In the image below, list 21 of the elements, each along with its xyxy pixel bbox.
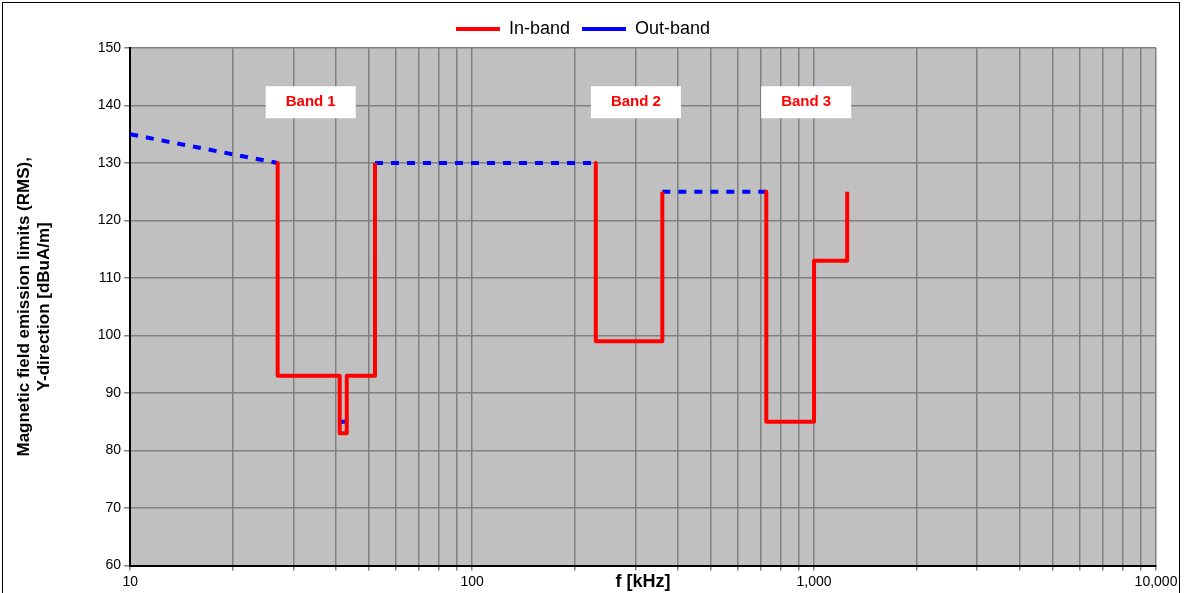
x-axis-title: f [kHz] bbox=[615, 571, 671, 592]
y-tick-label: 90 bbox=[105, 383, 122, 400]
y-tick-label: 130 bbox=[97, 153, 122, 170]
annotation: Band 1 bbox=[285, 92, 336, 110]
y-tick-label: 80 bbox=[105, 441, 122, 458]
y-tick-label: 120 bbox=[97, 211, 122, 228]
y-tick-label: 60 bbox=[105, 556, 122, 573]
x-tick-label: 10,000 bbox=[1134, 572, 1178, 589]
y-tick-label: 100 bbox=[97, 326, 122, 343]
legend-label: In-band bbox=[508, 17, 571, 38]
y-tick-label: 110 bbox=[98, 268, 122, 285]
y-tick-label: 150 bbox=[97, 38, 122, 55]
y-tick-label: 140 bbox=[97, 96, 122, 113]
x-tick-label: 100 bbox=[460, 572, 484, 589]
y-tick-label: 70 bbox=[105, 498, 122, 515]
x-tick-label: 1,000 bbox=[796, 572, 832, 589]
annotation: Band 2 bbox=[610, 92, 661, 110]
legend-label: Out-band bbox=[635, 17, 711, 38]
x-tick-label: 10 bbox=[122, 572, 139, 589]
annotation: Band 3 bbox=[781, 92, 832, 110]
y-axis-title: Magnetic field emission limits (RMS), Y-direction [dBuA/m] bbox=[13, 157, 54, 457]
